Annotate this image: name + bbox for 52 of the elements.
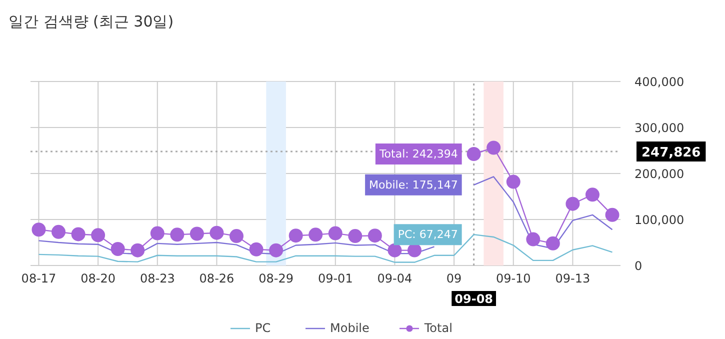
x-tick-label: 08-23 [140,272,175,286]
x-tick-label: 09-10 [496,272,531,286]
point [91,228,106,242]
ref-line-label: 247,826 [642,146,701,160]
x-tick-label: 09-04 [377,272,412,286]
annotation: Total: 242,394 [378,148,458,160]
point [52,224,66,239]
point [388,243,402,258]
point [546,236,560,250]
point [605,208,620,222]
point [71,227,86,242]
point [32,222,46,237]
point [150,226,164,240]
point [190,226,204,241]
legend-label: PC [255,321,272,335]
point [110,242,125,256]
point [328,226,342,240]
annotation: PC: 67,247 [398,228,458,242]
x-tick-label: 08-29 [258,272,294,286]
point [210,226,224,240]
point [308,228,323,242]
y-tick-label: 200,000 [634,167,684,181]
x-tick-label: 08-20 [80,272,116,286]
point [526,232,540,246]
point [269,243,284,258]
y-tick-label: 400,000 [634,75,684,89]
point [585,188,600,202]
point [466,147,481,161]
y-tick-label: 0 [634,259,642,273]
point [407,243,422,258]
point [486,140,501,155]
point [170,228,184,242]
x-tick-label: 09-13 [555,272,590,286]
point [230,229,244,244]
annotation: Mobile: 175,147 [369,178,458,192]
x-tick-label: 08-26 [199,272,234,286]
x-tick-label: 08-17 [21,272,56,286]
point [130,243,145,258]
y-tick-label: 300,000 [634,121,684,135]
point [249,242,264,256]
chart-title: 일간 검색량 (최근 30일) [8,12,174,30]
point [566,196,580,211]
point [368,228,382,243]
point [506,174,520,189]
legend-label: Total [424,321,452,335]
point [348,229,362,244]
y-tick-label: 100,000 [634,213,684,227]
legend-label: Mobile [330,321,370,335]
point [288,228,303,243]
x-tick-label: 09 [446,272,462,286]
x-tick-label: 09-01 [318,272,353,286]
ref-line-label: 09-08 [454,292,494,306]
